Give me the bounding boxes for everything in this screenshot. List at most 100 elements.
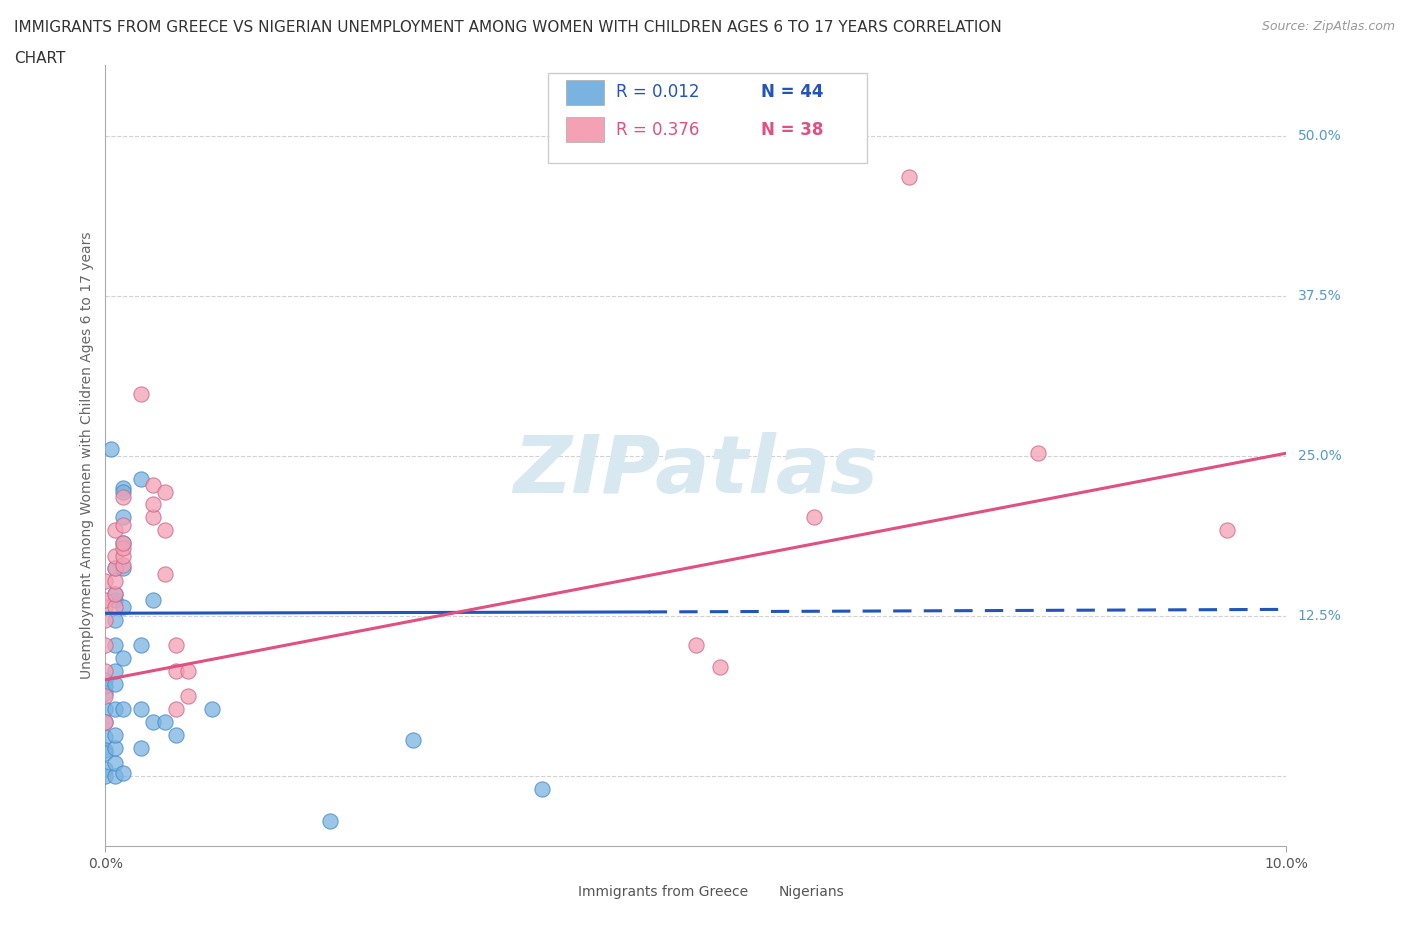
Point [112, 536, 135, 551]
Point [94, 574, 117, 589]
Text: 12.5%: 12.5% [1298, 609, 1341, 623]
Point [104, 663, 127, 678]
Text: 37.5%: 37.5% [1298, 288, 1341, 302]
Text: R = 0.012: R = 0.012 [616, 83, 699, 101]
Point [531, 781, 554, 796]
Point [803, 510, 825, 525]
FancyBboxPatch shape [548, 73, 868, 163]
Point [104, 548, 127, 563]
Point [112, 702, 135, 717]
Point [112, 536, 135, 551]
Text: N = 38: N = 38 [761, 121, 824, 139]
Point [897, 169, 920, 184]
Point [112, 548, 135, 563]
Point [142, 478, 165, 493]
Text: R = 0.376: R = 0.376 [616, 121, 699, 139]
Point [94, 714, 117, 729]
Point [104, 740, 127, 755]
Point [165, 727, 187, 742]
Point [129, 472, 152, 486]
Point [165, 638, 187, 653]
Text: IMMIGRANTS FROM GREECE VS NIGERIAN UNEMPLOYMENT AMONG WOMEN WITH CHILDREN AGES 6: IMMIGRANTS FROM GREECE VS NIGERIAN UNEMP… [14, 20, 1002, 35]
Point [104, 727, 127, 742]
Point [104, 523, 127, 538]
Point [104, 561, 127, 576]
Point [112, 485, 135, 499]
Point [94, 638, 117, 653]
Text: ZIPatlas: ZIPatlas [513, 432, 879, 511]
Point [112, 766, 135, 781]
Point [94, 702, 117, 717]
Point [94, 599, 117, 614]
Point [1216, 523, 1239, 538]
FancyBboxPatch shape [567, 117, 603, 142]
Point [94, 685, 117, 700]
FancyBboxPatch shape [541, 883, 569, 902]
Point [94, 612, 117, 627]
Point [165, 702, 187, 717]
Point [112, 651, 135, 666]
Point [177, 689, 200, 704]
Point [129, 740, 152, 755]
Point [94, 768, 117, 783]
Point [112, 510, 135, 525]
Text: Immigrants from Greece: Immigrants from Greece [578, 885, 748, 899]
Point [153, 714, 176, 729]
Point [153, 566, 176, 581]
Point [1028, 445, 1050, 460]
Point [112, 517, 135, 532]
Point [94, 663, 117, 678]
Point [142, 510, 165, 525]
Point [153, 523, 176, 538]
Point [94, 714, 117, 729]
Point [165, 663, 187, 678]
Point [94, 593, 117, 608]
Point [104, 768, 127, 783]
FancyBboxPatch shape [742, 883, 770, 902]
Point [153, 485, 176, 499]
Point [104, 593, 127, 608]
Text: N = 44: N = 44 [761, 83, 824, 101]
Point [201, 702, 224, 717]
Point [104, 638, 127, 653]
Point [112, 480, 135, 495]
Point [104, 612, 127, 627]
Text: Source: ZipAtlas.com: Source: ZipAtlas.com [1261, 20, 1395, 33]
Point [94, 689, 117, 704]
Point [129, 387, 152, 402]
Point [104, 561, 127, 576]
FancyBboxPatch shape [567, 80, 603, 105]
Point [104, 702, 127, 717]
Point [104, 587, 127, 602]
Point [94, 745, 117, 760]
Point [112, 599, 135, 614]
Point [129, 638, 152, 653]
Point [177, 663, 200, 678]
Text: 50.0%: 50.0% [1298, 128, 1341, 142]
Text: Nigerians: Nigerians [779, 885, 845, 899]
Point [104, 587, 127, 602]
Point [142, 593, 165, 608]
Point [142, 714, 165, 729]
Point [94, 672, 117, 687]
Point [112, 540, 135, 555]
Point [709, 659, 731, 674]
Point [104, 599, 127, 614]
Point [112, 557, 135, 572]
Point [129, 702, 152, 717]
Point [142, 497, 165, 512]
Point [94, 679, 117, 694]
Y-axis label: Unemployment Among Women with Children Ages 6 to 17 years: Unemployment Among Women with Children A… [80, 232, 94, 680]
Point [319, 813, 342, 828]
Point [104, 755, 127, 770]
Point [100, 442, 122, 457]
Text: 25.0%: 25.0% [1298, 448, 1341, 463]
Point [94, 743, 117, 758]
Point [104, 676, 127, 691]
Point [104, 574, 127, 589]
Point [112, 489, 135, 504]
Point [94, 762, 117, 777]
Point [112, 561, 135, 576]
Point [685, 638, 707, 653]
Text: CHART: CHART [14, 51, 66, 66]
